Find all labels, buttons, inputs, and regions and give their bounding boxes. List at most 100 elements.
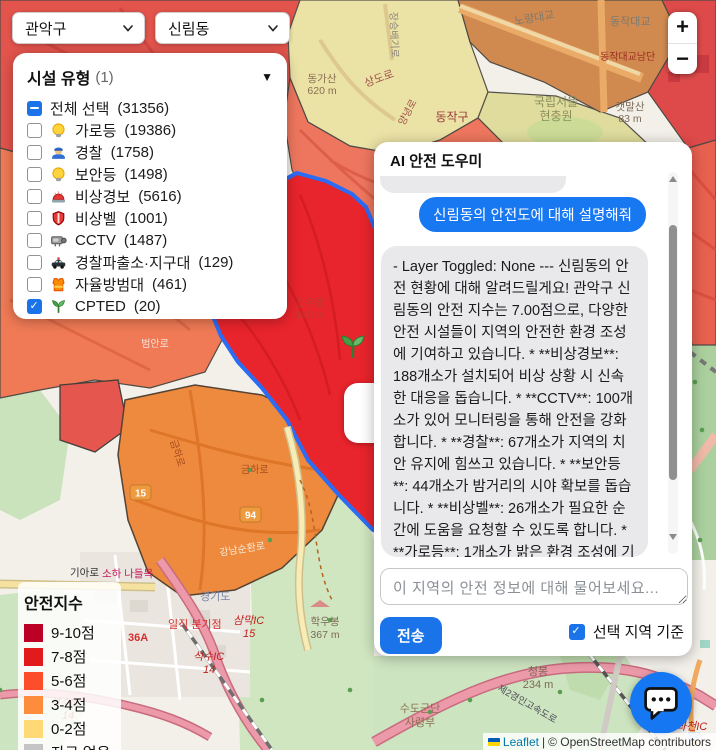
- svg-text:장승배기로: 장승배기로: [387, 12, 401, 58]
- neighborhood-select[interactable]: 신림동: [155, 12, 290, 44]
- legend-swatch: [24, 623, 43, 642]
- chat-input[interactable]: [380, 568, 688, 605]
- scroll-down-arrow-icon[interactable]: [668, 532, 678, 542]
- facility-row-cpted[interactable]: CPTED (20): [27, 295, 273, 317]
- legend-swatch: [24, 695, 43, 714]
- svg-text:일직 분기점: 일직 분기점: [168, 617, 222, 631]
- facility-row-cctv[interactable]: CCTV (1487): [27, 229, 273, 251]
- svg-text:사령부: 사령부: [405, 716, 435, 729]
- facility-panel-badge: (1): [95, 68, 114, 86]
- legend-row: 자료 없음: [24, 742, 115, 750]
- ai-assistant-panel: AI 안전 도우미 신림동의 안전도에 대해 설명해줘 - Layer Togg…: [374, 142, 692, 656]
- svg-text:동작구: 동작구: [435, 110, 468, 124]
- security-light-icon: [52, 166, 65, 181]
- legend-swatch: [24, 671, 43, 690]
- emergency-alarm-checkbox[interactable]: [27, 188, 42, 204]
- facility-row-select-all[interactable]: 전체 선택 (31356): [27, 97, 273, 119]
- scrollbar-thumb[interactable]: [669, 225, 677, 480]
- map-attribution: Leaflet | © OpenStreetMap contributors: [482, 733, 716, 750]
- facility-row-security-light[interactable]: 보안등 (1498): [27, 163, 273, 185]
- ukraine-flag-icon: [487, 737, 500, 746]
- speech-bubble-icon: [644, 687, 678, 720]
- svg-text:소하 나들목: 소하 나들목: [102, 567, 154, 580]
- legend-title: 안전지수: [24, 596, 83, 613]
- police-car-icon: [51, 256, 66, 269]
- svg-text:94: 94: [245, 511, 257, 522]
- zoom-in-button[interactable]: +: [668, 12, 697, 44]
- svg-text:갯말산: 갯말산: [616, 101, 645, 113]
- district-select[interactable]: 관악구: [12, 12, 145, 44]
- svg-text:620 m: 620 m: [307, 85, 336, 97]
- chevron-down-icon: [268, 25, 278, 32]
- chat-scrollbar[interactable]: [668, 172, 678, 554]
- scroll-up-arrow-icon[interactable]: [668, 174, 678, 184]
- svg-text:국립서울: 국립서울: [534, 95, 578, 109]
- svg-text:청봉: 청봉: [528, 665, 548, 678]
- facility-row-police[interactable]: 경찰 (1758): [27, 141, 273, 163]
- peak-marker: [310, 600, 330, 607]
- leaflet-link[interactable]: Leaflet: [502, 734, 539, 749]
- context-checkbox-row[interactable]: 선택 지역 기준: [568, 621, 684, 642]
- route-shield-15: 15: [129, 484, 152, 501]
- svg-text:현충원: 현충원: [539, 109, 572, 123]
- chevron-down-icon: [123, 25, 133, 32]
- legend-swatch: [24, 719, 43, 738]
- svg-text:367 m: 367 m: [310, 629, 339, 641]
- osm-credit: © OpenStreetMap contributors: [548, 734, 711, 749]
- select-all-checkbox[interactable]: [27, 100, 42, 116]
- chat-message-list: 신림동의 안전도에 대해 설명해줘 - Layer Toggled: None …: [380, 172, 666, 558]
- cpted-marker[interactable]: [341, 335, 365, 359]
- route-shield-94: 94: [239, 506, 262, 523]
- chat-fab-button[interactable]: [630, 672, 692, 734]
- facility-type-panel: 시설 유형 (1) ▼ 전체 선택 (31356) 가로등 (19386): [13, 53, 287, 319]
- neighborhood-select-value: 신림동: [168, 20, 210, 38]
- svg-text:140 m: 140 m: [295, 309, 324, 321]
- svg-text:14: 14: [203, 664, 215, 676]
- legend-row: 5-6점: [24, 670, 115, 691]
- cpted-checkbox[interactable]: [27, 298, 42, 314]
- safety-index-legend: 안전지수 9-10점 7-8점 5-6점 3-4점 0-2점 자료 없음: [18, 582, 121, 750]
- cctv-icon: [51, 235, 67, 246]
- facility-row-patrol[interactable]: 자율방범대 (461): [27, 273, 273, 295]
- svg-text:15: 15: [135, 489, 147, 500]
- legend-row: 3-4점: [24, 694, 115, 715]
- collapse-panel-button[interactable]: ▼: [261, 70, 273, 84]
- svg-text:36A: 36A: [128, 632, 148, 644]
- map-zoom-control: + −: [668, 12, 697, 74]
- emergency-bell-checkbox[interactable]: [27, 210, 42, 226]
- svg-text:83 m: 83 m: [618, 113, 642, 125]
- legend-row: 7-8점: [24, 646, 115, 667]
- facility-row-emergency-alarm[interactable]: 비상경보 (5616): [27, 185, 273, 207]
- legend-row: 0-2점: [24, 718, 115, 739]
- svg-text:동작대교남단: 동작대교남단: [600, 51, 655, 63]
- security-light-checkbox[interactable]: [27, 166, 42, 182]
- facility-row-emergency-bell[interactable]: 비상벨 (1001): [27, 207, 273, 229]
- selected-region-checkbox[interactable]: [568, 623, 585, 640]
- police-officer-icon: [52, 146, 65, 159]
- seedling-icon: [51, 299, 66, 313]
- previous-message-bubble: [380, 176, 566, 193]
- svg-text:동작대교: 동작대교: [610, 15, 650, 28]
- zoom-out-button[interactable]: −: [676, 45, 689, 71]
- svg-text:건우봉: 건우봉: [296, 297, 325, 309]
- svg-text:삼막IC: 삼막IC: [233, 614, 264, 627]
- svg-text:15: 15: [243, 628, 256, 640]
- svg-text:기아로: 기아로: [70, 567, 99, 579]
- cctv-checkbox[interactable]: [27, 232, 42, 248]
- emergency-bell-icon: [52, 210, 65, 225]
- police-checkbox[interactable]: [27, 144, 42, 160]
- streetlight-checkbox[interactable]: [27, 122, 42, 138]
- patrol-checkbox[interactable]: [27, 276, 42, 292]
- assistant-message-bubble: - Layer Toggled: None --- 신림동의 안전 현황에 대해…: [381, 246, 648, 557]
- district-select-value: 관악구: [25, 20, 67, 38]
- emergency-alarm-icon: [51, 190, 66, 202]
- user-message-bubble: 신림동의 안전도에 대해 설명해줘: [419, 197, 646, 232]
- facility-row-streetlight[interactable]: 가로등 (19386): [27, 119, 273, 141]
- send-button[interactable]: 전송: [380, 617, 442, 654]
- svg-text:수도군단: 수도군단: [400, 702, 440, 715]
- svg-text:동가산: 동가산: [308, 73, 337, 85]
- facility-row-police-station[interactable]: 경찰파출소·지구대 (129): [27, 251, 273, 273]
- svg-text:경기도: 경기도: [200, 590, 230, 603]
- police-station-checkbox[interactable]: [27, 254, 42, 270]
